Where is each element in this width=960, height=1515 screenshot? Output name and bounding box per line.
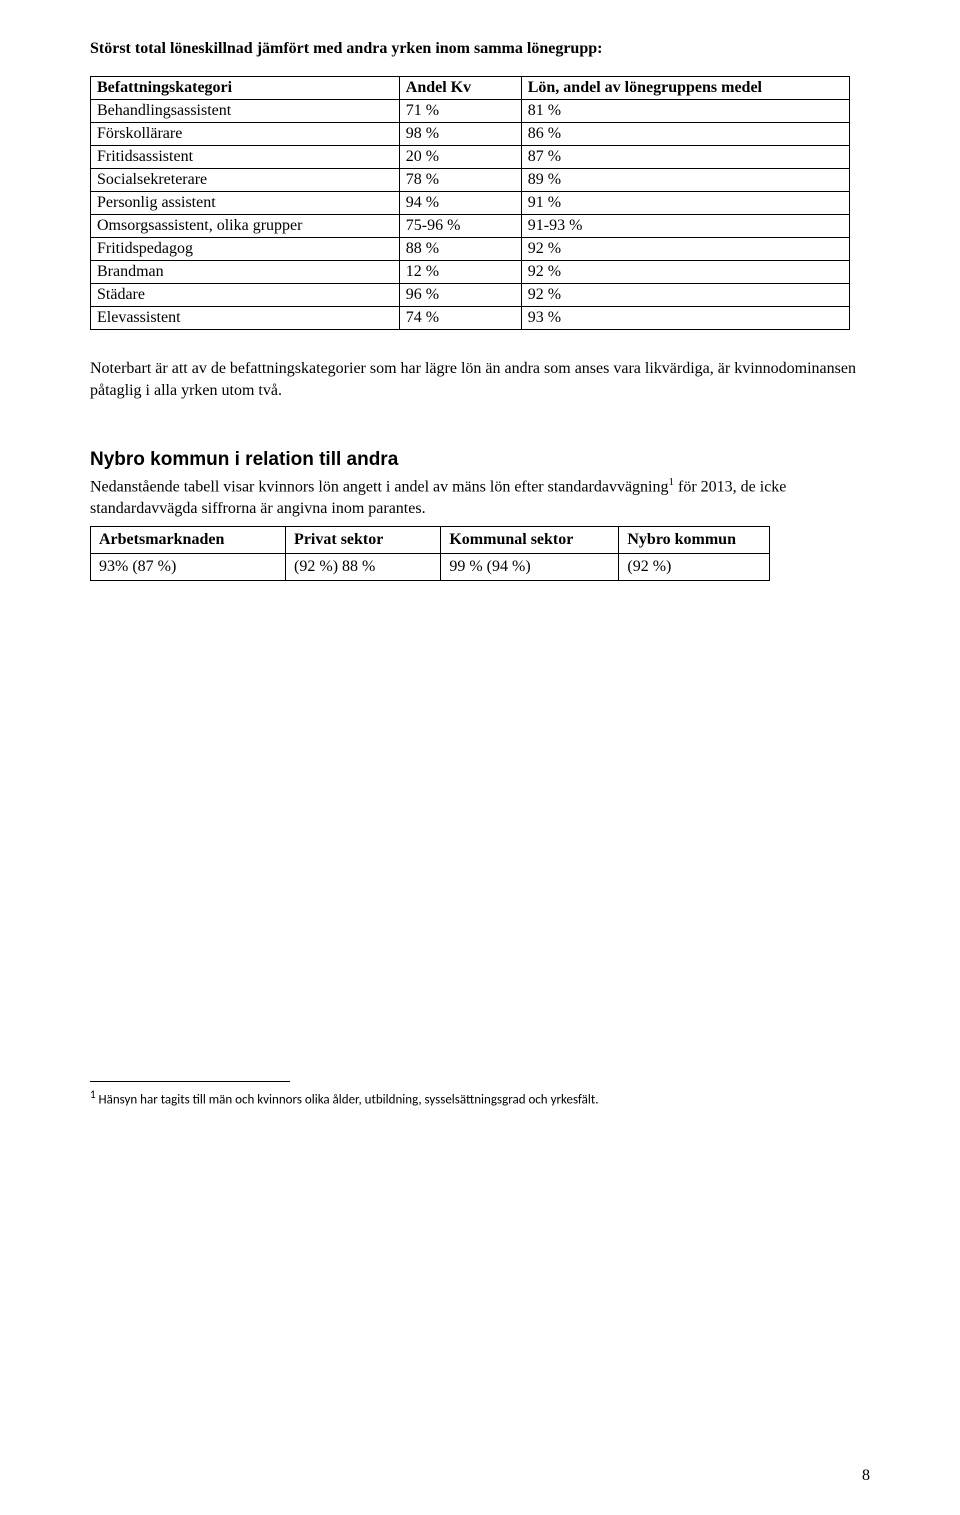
t2-cell: (92 %) 88 % bbox=[286, 553, 441, 580]
t1-cell: Behandlingsassistent bbox=[91, 100, 400, 123]
heading-difference: Störst total löneskillnad jämfört med an… bbox=[90, 40, 870, 58]
t1-cell: 86 % bbox=[521, 123, 849, 146]
t1-cell: 20 % bbox=[399, 146, 521, 169]
t2-cell: 93% (87 %) bbox=[91, 553, 286, 580]
table-row: 93% (87 %) (92 %) 88 % 99 % (94 %) (92 %… bbox=[91, 553, 770, 580]
table-row: Brandman 12 % 92 % bbox=[91, 261, 850, 284]
t2-h1: Arbetsmarknaden bbox=[91, 526, 286, 553]
table-row: Förskollärare 98 % 86 % bbox=[91, 123, 850, 146]
page-number: 8 bbox=[862, 1467, 870, 1485]
t1-cell: 92 % bbox=[521, 261, 849, 284]
para2-pre: Nedanstående tabell visar kvinnors lön a… bbox=[90, 479, 668, 496]
t1-cell: 74 % bbox=[399, 307, 521, 330]
t1-cell: 87 % bbox=[521, 146, 849, 169]
t1-cell: 93 % bbox=[521, 307, 849, 330]
t1-h1: Befattningskategori bbox=[91, 77, 400, 100]
footnote-rule bbox=[90, 1081, 290, 1082]
t1-cell: Personlig assistent bbox=[91, 192, 400, 215]
t1-cell: Fritidspedagog bbox=[91, 238, 400, 261]
table-row: Elevassistent 74 % 93 % bbox=[91, 307, 850, 330]
t1-cell: Förskollärare bbox=[91, 123, 400, 146]
paragraph-noterbart: Noterbart är att av de befattningskatego… bbox=[90, 358, 870, 401]
table-row: Omsorgsassistent, olika grupper 75-96 % … bbox=[91, 215, 850, 238]
table-row: Behandlingsassistent 71 % 81 % bbox=[91, 100, 850, 123]
footnote-text: Hänsyn har tagits till män och kvinnors … bbox=[96, 1092, 599, 1107]
table-row: Socialsekreterare 78 % 89 % bbox=[91, 169, 850, 192]
t1-cell: 98 % bbox=[399, 123, 521, 146]
t2-h4: Nybro kommun bbox=[619, 526, 770, 553]
t1-cell: 91 % bbox=[521, 192, 849, 215]
t1-cell: Städare bbox=[91, 284, 400, 307]
t1-cell: 89 % bbox=[521, 169, 849, 192]
t1-cell: 78 % bbox=[399, 169, 521, 192]
section-title-nybro: Nybro kommun i relation till andra bbox=[90, 449, 870, 471]
table-row: Fritidsassistent 20 % 87 % bbox=[91, 146, 850, 169]
table-relation: Arbetsmarknaden Privat sektor Kommunal s… bbox=[90, 526, 770, 581]
t1-cell: 71 % bbox=[399, 100, 521, 123]
t1-cell: 81 % bbox=[521, 100, 849, 123]
table-loneskillnad: Befattningskategori Andel Kv Lön, andel … bbox=[90, 76, 850, 330]
t1-cell: 92 % bbox=[521, 284, 849, 307]
table-row: Städare 96 % 92 % bbox=[91, 284, 850, 307]
t1-cell: 12 % bbox=[399, 261, 521, 284]
t2-cell: (92 %) bbox=[619, 553, 770, 580]
paragraph-nedanstaende: Nedanstående tabell visar kvinnors lön a… bbox=[90, 475, 870, 520]
t1-cell: Omsorgsassistent, olika grupper bbox=[91, 215, 400, 238]
t2-h3: Kommunal sektor bbox=[441, 526, 619, 553]
t1-cell: Brandman bbox=[91, 261, 400, 284]
t1-cell: 91-93 % bbox=[521, 215, 849, 238]
table-row: Personlig assistent 94 % 91 % bbox=[91, 192, 850, 215]
table-row: Fritidspedagog 88 % 92 % bbox=[91, 238, 850, 261]
t2-cell: 99 % (94 %) bbox=[441, 553, 619, 580]
t1-cell: Elevassistent bbox=[91, 307, 400, 330]
t1-cell: Socialsekreterare bbox=[91, 169, 400, 192]
t1-h2: Andel Kv bbox=[399, 77, 521, 100]
t1-cell: 75-96 % bbox=[399, 215, 521, 238]
t1-cell: 88 % bbox=[399, 238, 521, 261]
t1-cell: 96 % bbox=[399, 284, 521, 307]
footnote-1: 1 Hänsyn har tagits till män och kvinnor… bbox=[90, 1088, 870, 1107]
t1-h3: Lön, andel av lönegruppens medel bbox=[521, 77, 849, 100]
t1-cell: 92 % bbox=[521, 238, 849, 261]
t1-cell: Fritidsassistent bbox=[91, 146, 400, 169]
t1-cell: 94 % bbox=[399, 192, 521, 215]
t2-h2: Privat sektor bbox=[286, 526, 441, 553]
